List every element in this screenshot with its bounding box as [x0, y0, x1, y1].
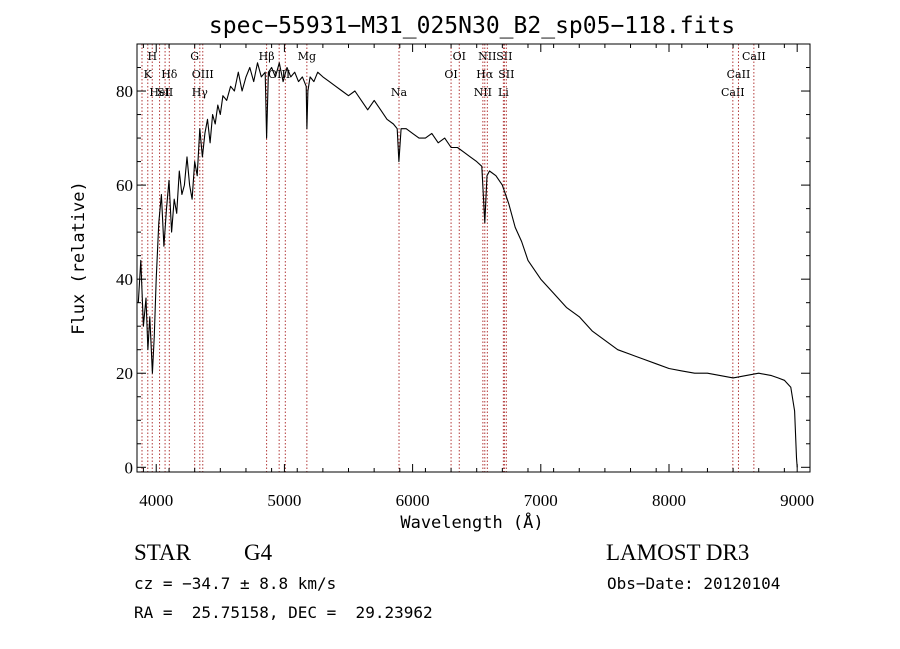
- line-marker-label: OI: [453, 50, 466, 63]
- plot-frame: [136, 43, 811, 473]
- line-marker-label: NII: [478, 50, 496, 63]
- x-tick-label: 9000: [780, 491, 814, 510]
- survey-name: LAMOST DR3: [606, 540, 750, 565]
- line-marker-label: Hβ: [259, 50, 275, 63]
- line-marker-label: OI: [444, 68, 457, 81]
- x-tick-label: 6000: [396, 491, 430, 510]
- x-tick-label: 7000: [524, 491, 558, 510]
- y-tick-label: 60: [116, 176, 133, 195]
- coordinates-readout: RA = 25.75158, DEC = 29.23962: [134, 603, 433, 622]
- y-tick-label: 0: [125, 458, 134, 477]
- x-axis-label: Wavelength (Å): [400, 511, 543, 533]
- spectrum-line: [137, 62, 798, 468]
- y-tick-label: 20: [116, 364, 133, 383]
- line-marker-label: H: [147, 50, 157, 63]
- line-marker-label: Hγ: [192, 86, 209, 99]
- chart-title: spec−55931−M31_025N30_B2_sp05−118.fits: [209, 13, 735, 39]
- line-marker-label: K: [144, 68, 153, 81]
- line-marker-label: CaII: [742, 50, 766, 63]
- line-marker-label: Mg: [298, 50, 316, 63]
- line-marker-label: Li: [498, 86, 509, 99]
- x-tick-label: 4000: [139, 491, 173, 510]
- line-marker-label: CaII: [721, 86, 745, 99]
- line-marker-label: Hα: [476, 68, 494, 81]
- line-marker-label: OIII: [192, 68, 214, 81]
- line-marker-label: SII: [498, 68, 514, 81]
- y-tick-label: 80: [116, 82, 133, 101]
- y-tick-label: 40: [116, 270, 133, 289]
- line-marker-label: NII: [474, 86, 492, 99]
- line-marker-label: HeI: [149, 86, 169, 99]
- line-marker-label: G: [190, 50, 199, 63]
- line-marker-label: Hδ: [161, 68, 178, 81]
- line-marker-label: CaII: [727, 68, 751, 81]
- line-marker-label: Na: [391, 86, 408, 99]
- object-class: STAR: [134, 540, 191, 565]
- x-tick-label: 5000: [267, 491, 301, 510]
- object-subclass: G4: [244, 540, 273, 565]
- line-marker-label: SII: [496, 50, 512, 63]
- y-axis-label: Flux (relative): [69, 181, 89, 335]
- x-tick-label: 8000: [652, 491, 686, 510]
- line-marker-label: SII: [157, 86, 173, 99]
- obs-date: Obs−Date: 20120104: [607, 574, 781, 593]
- redshift-readout: cz = −34.7 ± 8.8 km/s: [134, 574, 337, 593]
